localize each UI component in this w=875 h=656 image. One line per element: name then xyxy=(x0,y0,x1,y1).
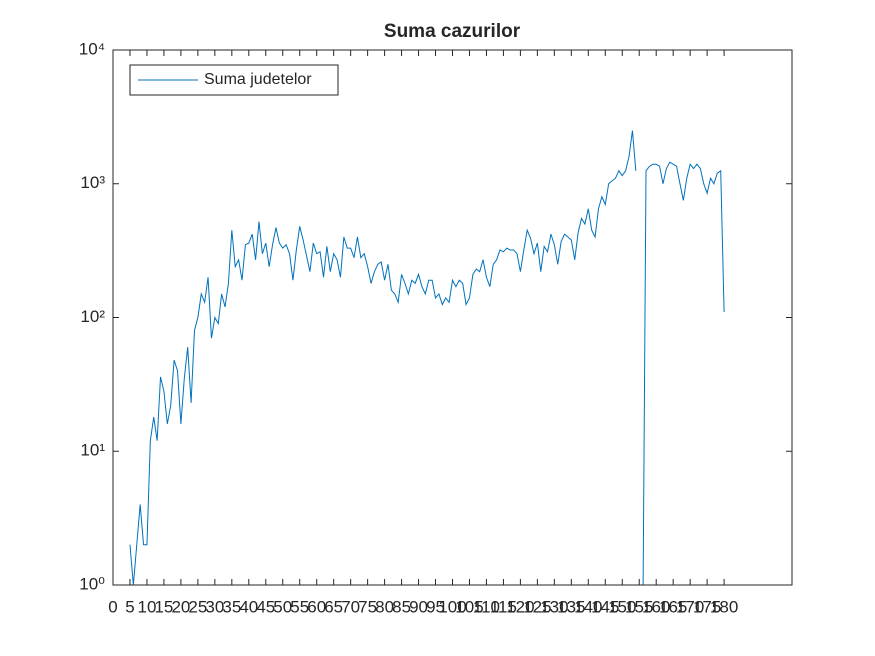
x-tick-label: 0 xyxy=(108,597,117,616)
x-tick-label: 25 xyxy=(188,597,207,616)
x-tick-label: 60 xyxy=(307,597,326,616)
x-tick-label: 65 xyxy=(324,597,343,616)
x-tick-label: 50 xyxy=(273,597,292,616)
x-tick-label: 155 xyxy=(625,597,653,616)
y-tick-label: 10³ xyxy=(80,173,105,192)
x-tick-label: 175 xyxy=(693,597,721,616)
y-tick-label: 10⁴ xyxy=(79,39,105,58)
x-tick-label: 100 xyxy=(438,597,466,616)
y-tick-label: 10¹ xyxy=(80,441,105,460)
y-tick-label: 10² xyxy=(80,307,105,326)
x-tick-label: 95 xyxy=(426,597,445,616)
x-tick-label: 160 xyxy=(642,597,670,616)
x-tick-label: 150 xyxy=(608,597,636,616)
x-tick-label: 125 xyxy=(523,597,551,616)
x-tick-label: 165 xyxy=(659,597,687,616)
x-tick-label: 35 xyxy=(222,597,241,616)
x-tick-label: 10 xyxy=(137,597,156,616)
y-tick-label: 10⁰ xyxy=(79,574,105,593)
x-tick-label: 110 xyxy=(473,597,500,616)
x-tick-label: 45 xyxy=(256,597,275,616)
plot-area xyxy=(129,130,725,585)
x-tick-label: 170 xyxy=(676,597,704,616)
x-tick-label: 30 xyxy=(205,597,224,616)
x-tick-label: 20 xyxy=(171,597,190,616)
x-tick-label: 120 xyxy=(506,597,534,616)
x-tick-label: 130 xyxy=(540,597,568,616)
x-tick-label: 15 xyxy=(154,597,173,616)
data-line xyxy=(129,130,725,585)
x-tick-label: 80 xyxy=(375,597,394,616)
x-tick-label: 75 xyxy=(358,597,377,616)
x-tick-label: 55 xyxy=(290,597,309,616)
x-tick-label: 85 xyxy=(392,597,411,616)
x-tick-label: 90 xyxy=(409,597,428,616)
x-tick-label: 5 xyxy=(125,597,134,616)
x-tick-label: 70 xyxy=(341,597,360,616)
chart-title: Suma cazurilor xyxy=(384,21,521,42)
x-tick-label: 40 xyxy=(239,597,258,616)
x-tick-label: 135 xyxy=(557,597,585,616)
legend-label: Suma judetelor xyxy=(204,71,312,88)
x-tick-label: 180 xyxy=(710,597,738,616)
x-tick-label: 105 xyxy=(455,597,483,616)
x-tick-label: 140 xyxy=(574,597,602,616)
x-tick-label: 115 xyxy=(490,597,517,616)
x-tick-label: 145 xyxy=(591,597,619,616)
